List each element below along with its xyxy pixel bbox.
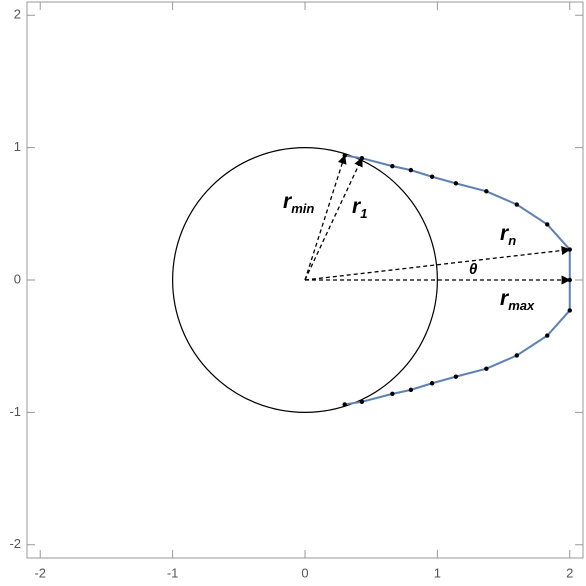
boundary-point — [342, 402, 347, 407]
boundary-point — [408, 387, 414, 393]
x-tick-label: -2 — [34, 565, 46, 580]
radius-label-main: r — [283, 190, 293, 213]
radius-arrow — [304, 245, 571, 281]
y-tick-label: -1 — [9, 404, 21, 419]
boundary-point — [429, 381, 435, 386]
angle-label: θ — [469, 261, 478, 278]
boundary-point — [408, 167, 414, 173]
y-tick-label: 0 — [14, 271, 21, 286]
boundary-point — [453, 374, 459, 379]
boundary-point — [484, 366, 489, 371]
y-tick-label: 2 — [14, 7, 21, 22]
boundary-point — [514, 353, 520, 358]
boundary-point — [390, 391, 395, 397]
radius-label-main: r — [352, 195, 362, 218]
x-tick-label: 0 — [301, 565, 308, 580]
boundary-point — [484, 189, 489, 194]
radius-label-subscript: min — [291, 201, 314, 216]
radius-label: r1 — [352, 195, 367, 221]
boundary-point — [545, 222, 550, 227]
x-tick-label: -1 — [167, 565, 179, 580]
x-tick-label: 2 — [566, 565, 573, 580]
y-tick-label: -2 — [9, 536, 21, 551]
radius-label-subscript: max — [508, 298, 535, 313]
radius-label-main: r — [500, 287, 510, 310]
boundary-point — [359, 399, 365, 404]
boundary-point — [429, 174, 435, 179]
radius-label-main: r — [500, 222, 510, 245]
x-tick-label: 1 — [434, 565, 441, 580]
boundary-point — [514, 202, 520, 207]
radius-label-subscript: n — [508, 233, 516, 248]
radius-label: rmin — [283, 190, 314, 216]
radius-arrow — [304, 157, 363, 281]
radius-label-subscript: 1 — [360, 206, 367, 221]
y-tick-label: 1 — [14, 139, 21, 154]
boundary-point — [545, 333, 550, 338]
radius-label: rmax — [500, 287, 535, 313]
unit-circle — [172, 147, 438, 413]
radius-label: rn — [500, 222, 516, 248]
boundary-point — [567, 308, 572, 313]
boundary-point — [390, 163, 395, 169]
radius-arrow — [304, 154, 347, 281]
boundary-point — [453, 181, 459, 186]
